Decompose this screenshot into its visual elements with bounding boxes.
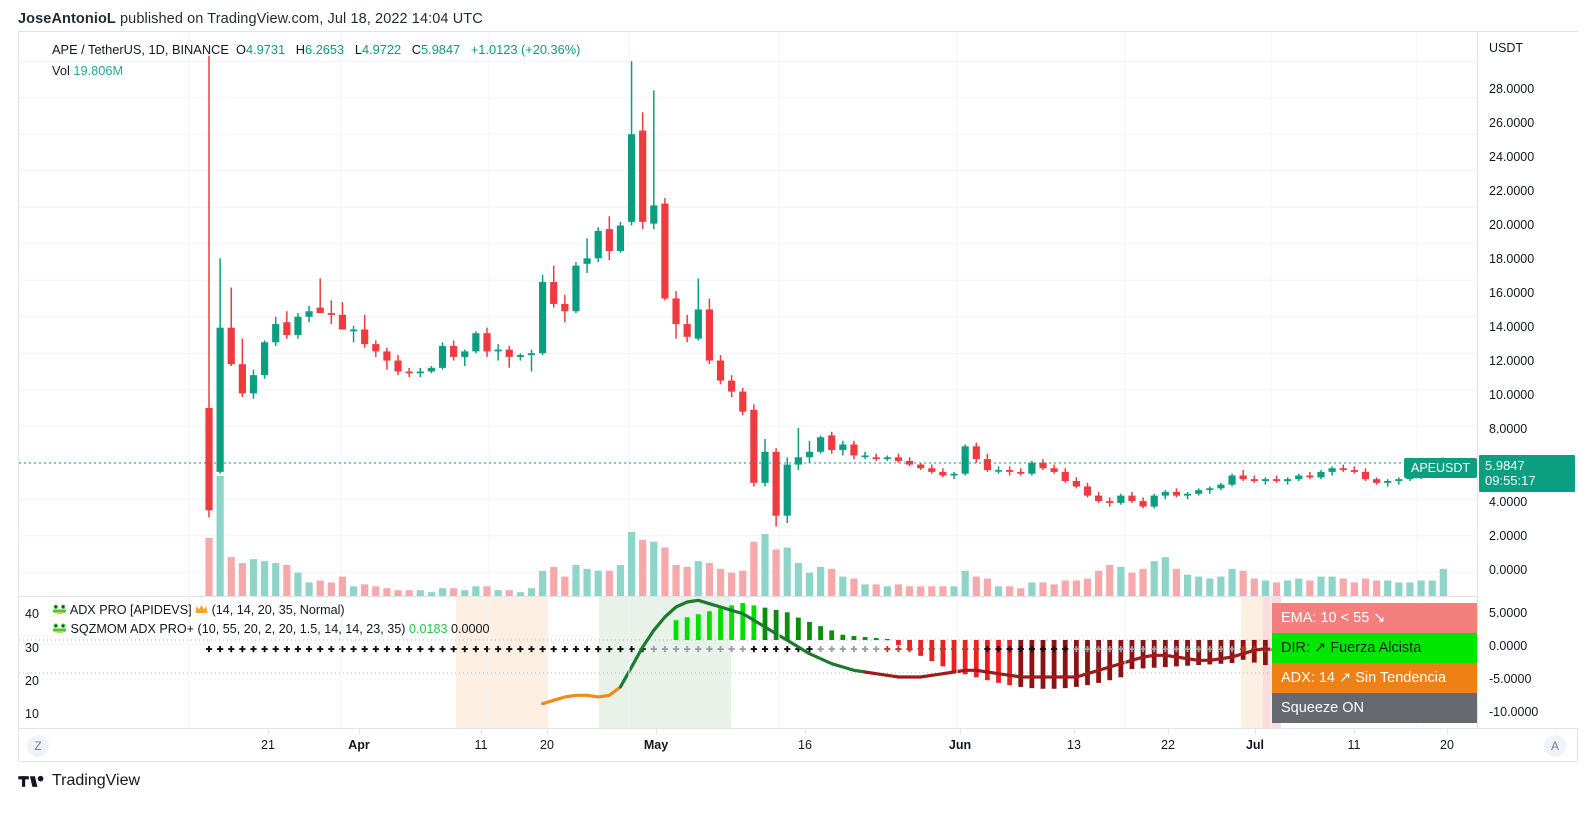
price-tick: 10.0000 (1489, 388, 1535, 402)
adx-pro-name: ADX PRO [APIDEVS] (69, 603, 192, 617)
indicator-left-tick: 20 (25, 674, 39, 688)
ohlc-open: 4.9731 (245, 42, 286, 57)
price-tick: 16.0000 (1489, 286, 1535, 300)
time-tick (1354, 729, 1355, 734)
adx-pro-params: (14, 14, 20, 35, Normal) (211, 603, 345, 617)
price-tick: 12.0000 (1489, 354, 1535, 368)
ohlc-low-label: L (354, 42, 362, 57)
time-label: 11 (1347, 738, 1361, 752)
time-tick (1168, 729, 1169, 734)
sqzmom-name: SQZMOM ADX PRO+ (70, 622, 195, 636)
ohlc-low: 4.9722 (361, 42, 402, 57)
countdown-timer: 09:55:17 (1485, 473, 1536, 488)
symbol-price-tag[interactable]: APEUSDT (1404, 458, 1478, 478)
ohlc-change: +1.0123 (+20.36%) (470, 42, 581, 57)
zoom-reset-button[interactable]: Z (27, 735, 49, 757)
time-label: 16 (798, 738, 812, 752)
price-tick: 18.0000 (1489, 252, 1535, 266)
indicator-pane[interactable]: ADX PRO [APIDEVS] (14, 14, 20, 35, Norma… (19, 597, 1477, 728)
price-tick: 4.0000 (1489, 495, 1528, 509)
status-box-dir[interactable]: DIR: ↗ Fuerza Alcista (1272, 633, 1477, 663)
time-axis[interactable]: 21 Apr 11 20 May 16 Jun 13 22 Jul 11 20 Z A (19, 728, 1579, 762)
time-tick (1447, 729, 1448, 734)
time-label: Apr (348, 738, 370, 752)
price-pane[interactable]: APE / TetherUS, 1D, BINANCE O4.9731 H6.2… (19, 32, 1477, 596)
frog-icon (53, 604, 66, 615)
time-label: 11 (474, 738, 488, 752)
ohlc-high-label: H (295, 42, 306, 57)
indicator-left-tick: 30 (25, 641, 39, 655)
sqzmom-value-2: 0.0000 (451, 622, 490, 636)
time-label: Jul (1245, 738, 1265, 752)
publisher-line: JoseAntonioL published on TradingView.co… (18, 11, 483, 27)
time-tick (805, 729, 806, 734)
price-tick: 20.0000 (1489, 218, 1535, 232)
adx-pro-legend[interactable]: ADX PRO [APIDEVS] (14, 14, 20, 35, Norma… (52, 603, 345, 617)
price-tick: 24.0000 (1489, 150, 1535, 164)
indicator-left-tick: 40 (25, 607, 39, 621)
time-tick (359, 729, 360, 734)
publisher-meta: published on TradingView.com, Jul 18, 20… (115, 11, 483, 27)
price-scale[interactable]: USDT 28.0000 26.0000 24.0000 22.0000 20.… (1477, 32, 1578, 728)
ohlc-open-label: O (235, 42, 246, 57)
status-box-adx[interactable]: ADX: 14 ↗ Sin Tendencia (1272, 663, 1477, 693)
indicator-tick: -10.0000 (1489, 705, 1539, 719)
time-tick (481, 729, 482, 734)
price-tick: 0.0000 (1489, 563, 1528, 577)
time-label: 21 (261, 738, 275, 752)
pane-divider (19, 596, 1477, 597)
indicator-tick: -5.0000 (1489, 672, 1532, 686)
time-label: Jun (948, 738, 972, 752)
last-price-tag[interactable]: 5.9847 09:55:17 (1479, 455, 1575, 492)
publisher-name: JoseAntonioL (18, 11, 116, 27)
brand-name: TradingView (52, 772, 141, 789)
indicator-tick: 5.0000 (1489, 606, 1528, 620)
time-tick (1255, 729, 1256, 734)
sqzmom-params: (10, 55, 20, 2, 20, 1.5, 14, 14, 23, 35) (197, 622, 406, 636)
chart-frame: APE / TetherUS, 1D, BINANCE O4.9731 H6.2… (18, 31, 1579, 762)
indicator-tick: 0.0000 (1489, 639, 1528, 653)
ohlc-close: 5.9847 (421, 42, 461, 57)
symbol-legend[interactable]: APE / TetherUS, 1D, BINANCE O4.9731 H6.2… (52, 42, 580, 57)
time-tick (1074, 729, 1075, 734)
time-tick (656, 729, 657, 734)
footer: TradingView (18, 772, 140, 790)
tradingview-logo (18, 775, 44, 787)
time-label: 13 (1067, 738, 1081, 752)
price-chart-canvas (19, 32, 1477, 596)
time-label: 22 (1161, 738, 1175, 752)
volume-label: Vol (52, 63, 70, 78)
crown-icon (195, 605, 208, 613)
price-tick: 26.0000 (1489, 116, 1535, 130)
time-tick (268, 729, 269, 734)
price-tick: 8.0000 (1489, 422, 1528, 436)
volume-legend[interactable]: Vol 19.806M (52, 63, 123, 78)
time-label: 20 (1440, 738, 1454, 752)
price-tick: 14.0000 (1489, 320, 1535, 334)
indicator-chart-canvas (19, 597, 1477, 728)
last-price-value: 5.9847 (1485, 458, 1525, 473)
sqzmom-legend[interactable]: SQZMOM ADX PRO+ (10, 55, 20, 2, 20, 1.5,… (52, 622, 490, 636)
symbol-title: APE / TetherUS, 1D, BINANCE (52, 42, 229, 57)
time-label: May (643, 738, 669, 752)
indicator-left-tick: 10 (25, 707, 39, 721)
status-box-ema[interactable]: EMA: 10 < 55 ↘ (1272, 603, 1477, 633)
frog-icon (53, 623, 66, 634)
auto-scale-button[interactable]: A (1544, 735, 1566, 757)
time-tick (960, 729, 961, 734)
price-tick: 28.0000 (1489, 82, 1535, 96)
time-tick (547, 729, 548, 734)
price-tick: 2.0000 (1489, 529, 1528, 543)
price-tick: 22.0000 (1489, 184, 1535, 198)
ohlc-high: 6.2653 (305, 42, 345, 57)
ohlc-close-label: C (411, 42, 422, 57)
time-label: 20 (540, 738, 554, 752)
volume-value: 19.806M (73, 63, 124, 78)
status-box-squeeze[interactable]: Squeeze ON (1272, 693, 1477, 723)
price-scale-unit: USDT (1489, 41, 1524, 55)
sqzmom-value-1: 0.0183 (408, 622, 448, 636)
